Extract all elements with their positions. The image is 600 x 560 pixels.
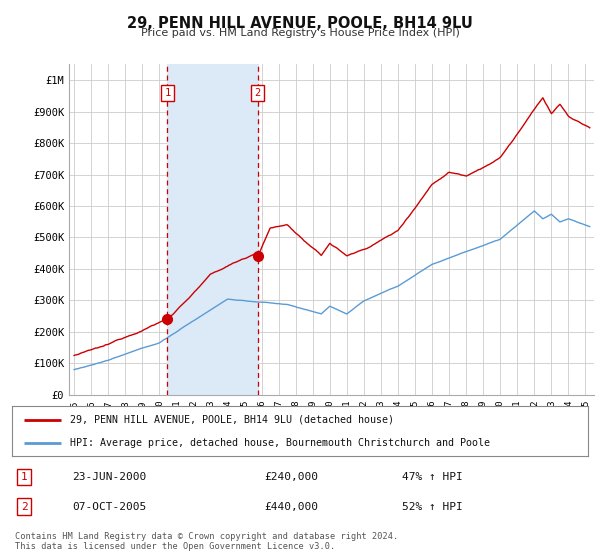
Text: 23-JUN-2000: 23-JUN-2000 bbox=[72, 472, 146, 482]
Bar bbox=[167, 64, 257, 395]
Text: £240,000: £240,000 bbox=[264, 472, 318, 482]
Text: 29, PENN HILL AVENUE, POOLE, BH14 9LU: 29, PENN HILL AVENUE, POOLE, BH14 9LU bbox=[127, 16, 473, 31]
Text: Contains HM Land Registry data © Crown copyright and database right 2024.
This d: Contains HM Land Registry data © Crown c… bbox=[15, 532, 398, 552]
Text: HPI: Average price, detached house, Bournemouth Christchurch and Poole: HPI: Average price, detached house, Bour… bbox=[70, 438, 490, 448]
Text: 1: 1 bbox=[164, 88, 170, 97]
Text: Price paid vs. HM Land Registry's House Price Index (HPI): Price paid vs. HM Land Registry's House … bbox=[140, 28, 460, 38]
Text: 2: 2 bbox=[20, 502, 28, 512]
Text: 52% ↑ HPI: 52% ↑ HPI bbox=[402, 502, 463, 512]
Text: £440,000: £440,000 bbox=[264, 502, 318, 512]
Text: 47% ↑ HPI: 47% ↑ HPI bbox=[402, 472, 463, 482]
Text: 2: 2 bbox=[254, 88, 260, 97]
Text: 1: 1 bbox=[20, 472, 28, 482]
Text: 29, PENN HILL AVENUE, POOLE, BH14 9LU (detached house): 29, PENN HILL AVENUE, POOLE, BH14 9LU (d… bbox=[70, 414, 394, 424]
Text: 07-OCT-2005: 07-OCT-2005 bbox=[72, 502, 146, 512]
